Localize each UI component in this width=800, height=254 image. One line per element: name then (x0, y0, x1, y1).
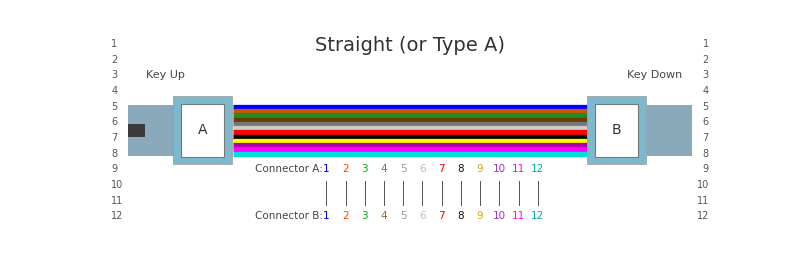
Text: 9: 9 (702, 164, 709, 174)
Text: 12: 12 (111, 211, 123, 221)
Text: 5: 5 (400, 164, 406, 174)
Text: 11: 11 (697, 196, 709, 206)
Bar (594, 104, 638, 157)
Text: 6: 6 (702, 117, 709, 128)
Text: Connector B:: Connector B: (255, 211, 323, 221)
Text: 4: 4 (381, 164, 387, 174)
Text: 6: 6 (419, 164, 426, 174)
Text: 3: 3 (702, 70, 709, 81)
Text: 1: 1 (323, 211, 330, 221)
Bar (128, 105, 174, 156)
Bar (128, 124, 146, 137)
Text: 8: 8 (702, 149, 709, 159)
Text: 11: 11 (512, 211, 525, 221)
Text: 11: 11 (111, 196, 123, 206)
Text: B: B (611, 123, 621, 137)
Text: 7: 7 (111, 133, 118, 143)
Text: 10: 10 (111, 180, 123, 190)
Text: 7: 7 (702, 133, 709, 143)
Text: 4: 4 (111, 86, 118, 96)
Text: 1: 1 (323, 164, 330, 174)
Text: 6: 6 (111, 117, 118, 128)
Text: 12: 12 (697, 211, 709, 221)
Text: 3: 3 (362, 211, 368, 221)
Bar (586, 96, 646, 164)
Text: 9: 9 (477, 164, 483, 174)
Text: 11: 11 (512, 164, 525, 174)
Text: 5: 5 (400, 211, 406, 221)
Text: 8: 8 (458, 211, 464, 221)
Text: 10: 10 (493, 211, 506, 221)
Text: Connector A:: Connector A: (255, 164, 323, 174)
Text: 8: 8 (111, 149, 118, 159)
Bar (182, 104, 224, 157)
Text: 1: 1 (111, 39, 118, 49)
Text: 9: 9 (111, 164, 118, 174)
Text: 1: 1 (702, 39, 709, 49)
Text: A: A (198, 123, 207, 137)
Text: 4: 4 (702, 86, 709, 96)
Text: 2: 2 (342, 164, 349, 174)
Text: 12: 12 (531, 211, 544, 221)
Text: 5: 5 (702, 102, 709, 112)
Bar (173, 96, 232, 164)
Text: 10: 10 (697, 180, 709, 190)
Text: 7: 7 (438, 211, 445, 221)
Text: 7: 7 (438, 164, 445, 174)
Text: 2: 2 (111, 55, 118, 65)
Text: 3: 3 (111, 70, 118, 81)
Text: Key Down: Key Down (627, 70, 682, 81)
Text: 10: 10 (493, 164, 506, 174)
Text: 12: 12 (531, 164, 544, 174)
Bar (646, 105, 692, 156)
Text: 3: 3 (362, 164, 368, 174)
Text: 2: 2 (342, 211, 349, 221)
Text: Key Up: Key Up (146, 70, 185, 81)
Text: 2: 2 (702, 55, 709, 65)
Text: 5: 5 (111, 102, 118, 112)
Text: 6: 6 (419, 211, 426, 221)
Text: Straight (or Type A): Straight (or Type A) (315, 36, 505, 55)
Text: 8: 8 (458, 164, 464, 174)
Text: 9: 9 (477, 211, 483, 221)
Text: 4: 4 (381, 211, 387, 221)
